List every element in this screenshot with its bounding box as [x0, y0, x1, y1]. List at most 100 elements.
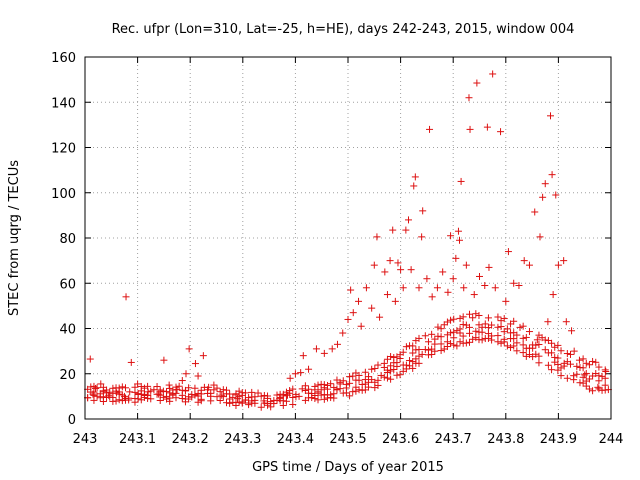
data-point	[541, 336, 549, 344]
data-point	[327, 391, 335, 399]
data-point	[297, 369, 305, 377]
data-point	[549, 291, 557, 299]
data-point	[428, 330, 436, 338]
data-point	[431, 347, 439, 355]
data-point	[456, 314, 464, 322]
data-point	[570, 372, 578, 380]
data-point	[510, 335, 518, 343]
data-point	[424, 346, 432, 354]
data-point	[602, 367, 610, 375]
data-point	[415, 359, 423, 367]
data-point	[601, 374, 609, 382]
x-tick-label: 243.2	[172, 432, 209, 447]
data-point	[87, 383, 95, 391]
data-point	[336, 378, 344, 386]
data-point	[557, 347, 565, 355]
data-point	[472, 327, 480, 335]
data-point	[548, 339, 556, 347]
data-point	[314, 396, 322, 404]
data-point	[399, 348, 407, 356]
data-point	[502, 297, 510, 305]
data-point	[115, 384, 123, 392]
data-point	[204, 386, 212, 394]
data-point	[260, 391, 268, 399]
data-point	[370, 261, 378, 269]
data-point	[551, 343, 559, 351]
data-point	[554, 360, 562, 368]
data-point	[562, 318, 570, 326]
y-tick-label: 160	[51, 51, 76, 66]
data-point	[396, 371, 404, 379]
data-point	[462, 339, 470, 347]
data-point	[519, 349, 527, 357]
data-point	[459, 313, 467, 321]
data-point	[421, 332, 429, 340]
data-point	[163, 388, 171, 396]
data-point	[541, 346, 549, 354]
data-point	[415, 334, 423, 342]
data-point	[419, 207, 427, 215]
data-point	[305, 385, 313, 393]
data-point	[466, 338, 474, 346]
data-point	[402, 226, 410, 234]
data-point	[298, 385, 306, 393]
data-point	[387, 353, 395, 361]
data-point	[194, 372, 202, 380]
data-point	[257, 403, 265, 411]
data-point	[289, 393, 297, 401]
data-point	[536, 233, 544, 241]
data-point	[380, 359, 388, 367]
data-point	[566, 360, 574, 368]
data-point	[144, 391, 152, 399]
data-point	[433, 284, 441, 292]
data-point	[122, 384, 130, 392]
data-point	[573, 370, 581, 378]
data-point	[437, 325, 445, 333]
data-point	[150, 386, 158, 394]
data-point	[241, 389, 249, 397]
data-point	[125, 394, 133, 402]
data-point	[582, 359, 590, 367]
data-point	[406, 357, 414, 365]
x-tick-label: 243.5	[329, 432, 366, 447]
data-point	[380, 373, 388, 381]
data-point	[106, 388, 114, 396]
data-point	[566, 350, 574, 358]
data-point	[541, 180, 549, 188]
data-point	[314, 381, 322, 389]
data-point	[439, 268, 447, 276]
data-point	[147, 387, 155, 395]
data-point	[503, 325, 511, 333]
data-point	[299, 352, 307, 360]
data-point	[175, 382, 183, 390]
y-tick-label: 80	[59, 232, 76, 247]
data-point	[516, 323, 524, 331]
data-point	[347, 286, 355, 294]
data-point	[428, 293, 436, 301]
data-point	[199, 352, 207, 360]
data-point	[333, 340, 341, 348]
data-point	[449, 275, 457, 283]
data-point	[191, 360, 199, 368]
data-point	[235, 387, 243, 395]
data-point	[585, 361, 593, 369]
data-point	[153, 383, 161, 391]
data-point	[122, 293, 130, 301]
data-point	[371, 365, 379, 373]
y-tick-label: 0	[68, 413, 76, 428]
data-point	[478, 323, 486, 331]
data-point	[159, 387, 167, 395]
data-point	[579, 355, 587, 363]
data-point	[513, 347, 521, 355]
x-tick-label: 243.8	[487, 432, 524, 447]
data-point	[601, 381, 609, 389]
data-point	[213, 384, 221, 392]
data-point	[96, 390, 104, 398]
data-point	[560, 257, 568, 265]
data-point	[415, 284, 423, 292]
data-point	[469, 335, 477, 343]
data-point	[452, 254, 460, 262]
data-point	[267, 398, 275, 406]
data-point	[447, 316, 455, 324]
data-point	[409, 342, 417, 350]
